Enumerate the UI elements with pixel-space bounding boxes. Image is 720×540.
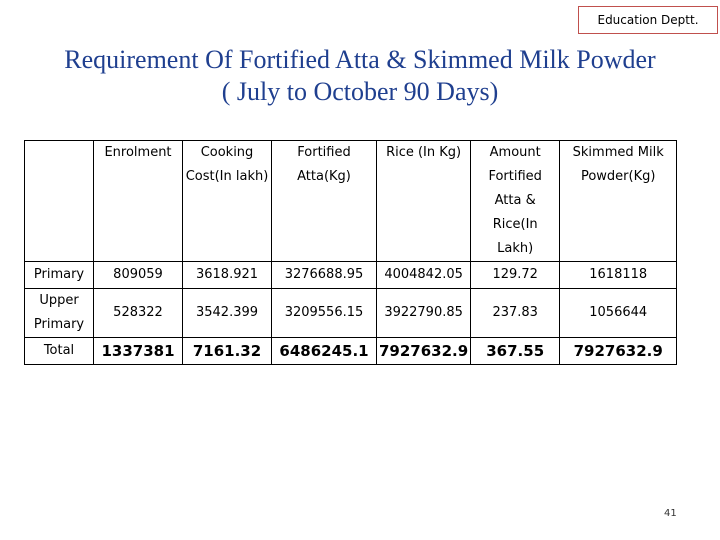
row-label: Upper Primary [24,288,94,338]
cell-enrolment: 1337381 [93,337,183,365]
cell-rice: 4004842.05 [375,261,472,289]
cell-cooking-cost: 3618.921 [182,261,272,289]
table-header-row: Enrolment Cooking Cost(In lakh) Fortifie… [24,140,678,262]
cell-cooking-cost: 3542.399 [182,288,272,338]
cell-rice: 3922790.85 [375,288,472,338]
requirement-table: Enrolment Cooking Cost(In lakh) Fortifie… [24,140,678,365]
cell-amount: 237.83 [470,288,561,338]
corner-header-cell [24,140,94,262]
cell-enrolment: 528322 [93,288,183,338]
column-header-enrolment: Enrolment [93,140,183,262]
column-header-amount: Amount Fortified Atta & Rice(In Lakh) [470,140,561,262]
slide-title: Requirement Of Fortified Atta & Skimmed … [0,44,720,108]
cell-amount: 367.55 [470,337,561,365]
cell-amount: 129.72 [470,261,561,289]
table-row: Upper Primary 528322 3542.399 3209556.15… [24,288,678,338]
cell-cooking-cost: 7161.32 [182,337,272,365]
cell-milk-powder: 1618118 [559,261,678,289]
title-line-1: Requirement Of Fortified Atta & Skimmed … [64,45,656,74]
cell-milk-powder: 1056644 [559,288,678,338]
cell-fortified-atta: 3276688.95 [271,261,377,289]
column-header-rice: Rice (In Kg) [375,140,472,262]
cell-fortified-atta: 6486245.1 [271,337,377,365]
title-line-2: ( July to October 90 Days) [221,77,499,106]
cell-milk-powder: 7927632.9 [559,337,678,365]
cell-rice: 7927632.9 [375,337,472,365]
row-label: Total [24,337,94,365]
table-row: Primary 809059 3618.921 3276688.95 40048… [24,261,678,289]
table-row-total: Total 1337381 7161.32 6486245.1 7927632.… [24,337,678,365]
department-badge: Education Deptt. [578,6,718,34]
cell-fortified-atta: 3209556.15 [271,288,377,338]
cell-enrolment: 809059 [93,261,183,289]
column-header-cooking-cost: Cooking Cost(In lakh) [182,140,272,262]
page-number: 41 [664,508,677,519]
row-label: Primary [24,261,94,289]
column-header-milk-powder: Skimmed Milk Powder(Kg) [559,140,678,262]
column-header-fortified-atta: Fortified Atta(Kg) [271,140,377,262]
